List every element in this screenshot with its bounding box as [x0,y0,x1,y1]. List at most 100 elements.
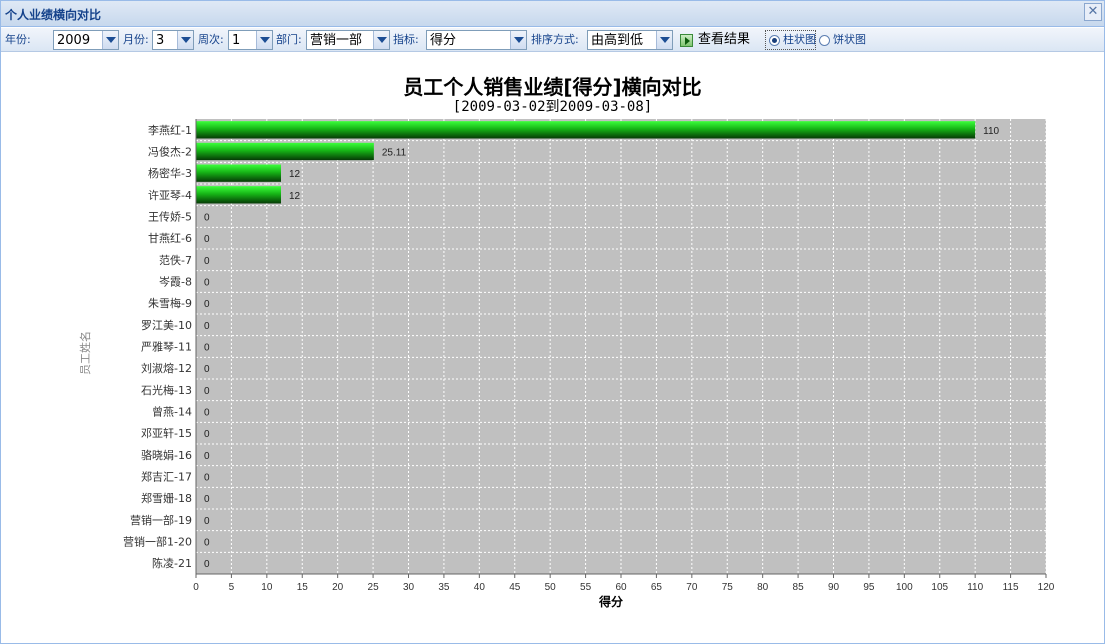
bar-value-label: 0 [204,321,210,332]
bar-value-label: 0 [204,386,210,397]
metric-select[interactable]: 得分 [426,30,527,50]
bar-value-label: 0 [204,234,210,245]
y-category-label: 朱雪梅-9 [148,296,192,310]
bar-value-label: 0 [204,451,210,462]
bar [196,164,281,182]
x-tick-label: 55 [580,582,592,593]
bar [196,121,976,139]
window-title: 个人业绩横向对比 [5,8,102,22]
x-tick-label: 25 [368,582,380,593]
month-label: 月份: [123,33,149,46]
bar-value-label: 12 [289,191,301,202]
week-select[interactable]: 1 [228,30,273,50]
x-tick-label: 65 [651,582,663,593]
month-select[interactable]: 3 [152,30,194,50]
y-category-label: 冯俊杰-2 [148,145,192,159]
close-icon[interactable]: ✕ [1084,3,1102,21]
x-axis-title: 得分 [598,594,623,609]
y-category-label: 郑吉汇-17 [141,470,192,484]
dept-select[interactable]: 营销一部 [306,30,390,50]
sort-select[interactable]: 由高到低 [587,30,673,50]
radio-bar-chart[interactable] [769,35,780,46]
dept-value: 营销一部 [310,33,363,48]
bar-value-label: 12 [289,169,301,180]
x-tick-label: 80 [757,582,769,593]
chart-title: 员工个人销售业绩[得分]横向对比 [403,75,702,99]
x-tick-label: 10 [261,582,273,593]
metric-value: 得分 [430,33,457,48]
bar-value-label: 0 [204,429,210,440]
y-category-label: 严雅琴-11 [141,340,192,354]
y-category-label: 郑雪姗-18 [141,491,192,505]
metric-label: 指标: [393,33,419,46]
bar [196,142,374,161]
year-label: 年份: [5,33,31,46]
y-category-label: 刘淑熔-12 [141,361,192,375]
week-label: 周次: [198,33,224,46]
x-tick-label: 85 [793,582,805,593]
y-category-label: 营销一部1-20 [123,535,192,549]
y-category-label: 骆晓娟-16 [141,448,192,462]
bar-value-label: 0 [204,516,210,527]
year-value: 2009 [57,33,91,48]
window-titlebar[interactable]: 个人业绩横向对比 ✕ [1,1,1104,27]
filter-toolbar: 年份: 2009 月份: 3 周次: 1 部门: 营销一部 指标: 得分 排序方… [1,28,1104,52]
bar-value-label: 0 [204,364,210,375]
x-tick-label: 40 [474,582,486,593]
x-tick-label: 90 [828,582,840,593]
chart-subtitle: [2009-03-02到2009-03-08] [452,99,653,115]
y-category-label: 甘燕红-6 [148,232,192,245]
y-category-label: 杨密华-3 [148,166,192,180]
chevron-down-icon[interactable] [256,31,272,49]
x-tick-label: 5 [229,582,235,593]
x-tick-label: 70 [686,582,698,593]
y-category-label: 王传娇-5 [148,211,192,224]
bar-value-label: 110 [983,126,999,137]
x-tick-label: 60 [615,582,627,593]
bar-value-label: 0 [204,559,210,570]
sort-value: 由高到低 [591,33,644,48]
bar-value-label: 0 [204,343,210,354]
x-tick-label: 45 [509,582,521,593]
week-value: 1 [232,33,241,48]
radio-bar-label[interactable]: 柱状图 [783,33,816,46]
x-tick-label: 120 [1038,582,1055,593]
x-tick-label: 110 [967,582,983,593]
y-category-label: 范佚-7 [159,253,192,267]
chevron-down-icon[interactable] [177,31,193,49]
x-tick-label: 35 [438,582,450,593]
bar-value-label: 0 [204,408,210,419]
bar-value-label: 0 [204,256,210,267]
x-tick-label: 0 [193,582,199,593]
y-category-label: 李燕红-1 [148,123,192,137]
dept-label: 部门: [276,33,302,46]
x-tick-label: 15 [297,582,309,593]
play-icon[interactable] [680,34,693,47]
x-tick-label: 115 [1003,582,1019,593]
view-result-button[interactable]: 查看结果 [698,32,751,47]
x-tick-label: 95 [863,582,875,593]
focus-outline [765,30,816,50]
y-category-label: 营销一部-19 [130,513,192,527]
bar-value-label: 0 [204,213,210,224]
x-tick-label: 100 [896,582,913,593]
chevron-down-icon[interactable] [373,31,389,49]
y-category-label: 邓亚轩-15 [141,426,192,440]
chevron-down-icon[interactable] [102,31,118,49]
radio-pie-chart[interactable] [819,35,830,46]
radio-pie-label[interactable]: 饼状图 [833,33,866,46]
x-tick-label: 50 [545,582,557,593]
y-category-label: 许亚琴-4 [148,189,192,202]
x-tick-label: 105 [931,582,948,593]
bar-value-label: 25.11 [382,148,407,159]
y-category-label: 罗江美-10 [141,319,192,332]
x-tick-label: 75 [722,582,734,593]
year-select[interactable]: 2009 [53,30,119,50]
chevron-down-icon[interactable] [656,31,672,49]
y-category-label: 岑霞-8 [159,276,192,289]
plot-area [196,119,1046,574]
x-tick-label: 30 [403,582,415,593]
chevron-down-icon[interactable] [510,31,526,49]
month-value: 3 [156,33,165,48]
